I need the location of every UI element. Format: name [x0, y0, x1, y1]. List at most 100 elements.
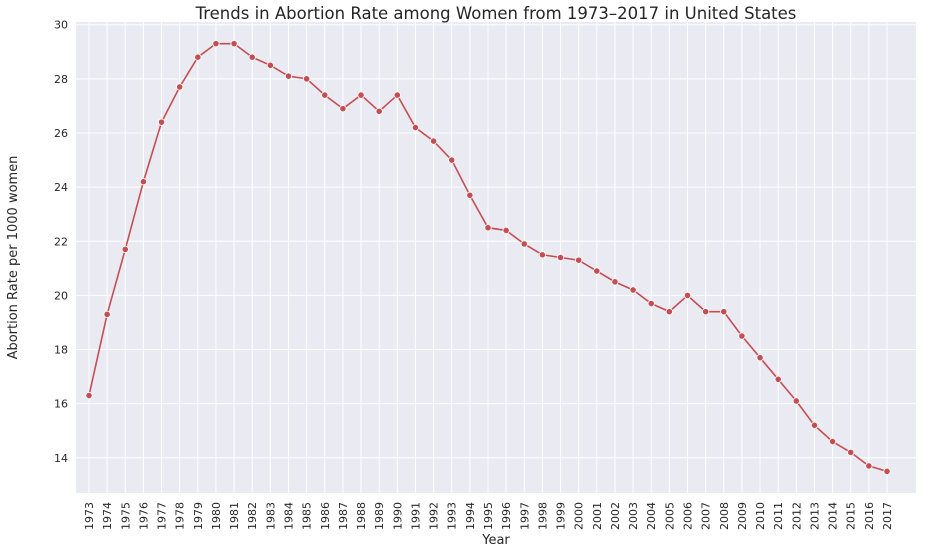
data-point — [176, 83, 184, 91]
x-tick-label: 1987 — [337, 502, 350, 530]
data-point — [139, 178, 148, 186]
x-tick-label: 2013 — [808, 502, 821, 530]
x-tick-label: 1985 — [301, 502, 314, 530]
y-tick-label: 14 — [54, 452, 68, 465]
data-point — [357, 91, 365, 99]
data-point — [121, 245, 129, 253]
x-tick-label: 2007 — [700, 502, 713, 530]
data-point — [575, 256, 583, 264]
data-point — [828, 437, 837, 446]
x-tick-label: 1989 — [373, 502, 386, 530]
data-point — [466, 191, 474, 199]
data-point — [212, 40, 220, 48]
data-point — [339, 105, 347, 113]
data-point — [810, 421, 819, 429]
x-tick-label: 1983 — [264, 502, 277, 530]
y-tick-label: 24 — [54, 181, 68, 194]
x-tick-label: 1974 — [101, 502, 114, 530]
data-point — [611, 278, 619, 286]
data-point — [375, 107, 383, 115]
x-tick-label: 1979 — [192, 502, 205, 530]
x-tick-label: 2002 — [609, 502, 622, 530]
x-tick-labels: 1973 1974 1975 1976 1977 1978 1979 1980 1981 1982… — [83, 502, 894, 530]
x-tick-label: 1991 — [409, 502, 422, 530]
data-point — [738, 332, 746, 340]
x-tick-label: 2006 — [682, 502, 695, 530]
data-point — [248, 53, 256, 61]
x-tick-label: 1988 — [355, 502, 368, 530]
data-point — [865, 462, 873, 470]
plot-area — [76, 22, 916, 493]
y-tick-label: 20 — [54, 289, 68, 302]
x-tick-label: 1981 — [228, 502, 241, 530]
data-point — [194, 53, 202, 61]
x-tick-label: 2001 — [591, 502, 604, 530]
data-point — [774, 375, 782, 383]
x-tick-label: 2005 — [663, 502, 676, 530]
x-tick-label: 2014 — [827, 502, 840, 530]
data-point — [429, 137, 438, 145]
data-point — [411, 123, 420, 132]
data-point — [284, 72, 293, 80]
data-point — [792, 397, 800, 405]
data-point — [702, 308, 710, 316]
data-point — [556, 253, 565, 262]
data-point — [647, 299, 655, 308]
x-tick-label: 1984 — [283, 502, 296, 530]
data-points — [85, 40, 891, 475]
x-tick-label: 2012 — [790, 502, 803, 530]
x-tick-label: 1998 — [536, 502, 549, 530]
x-tick-label: 1980 — [210, 502, 223, 530]
data-point — [756, 354, 764, 362]
data-point — [883, 467, 891, 475]
data-point — [85, 391, 93, 400]
data-point — [502, 226, 510, 235]
data-point — [520, 240, 528, 248]
x-tick-label: 1997 — [518, 502, 531, 530]
data-point — [683, 291, 692, 299]
x-tick-label: 1995 — [482, 502, 495, 530]
x-tick-label: 1986 — [319, 502, 332, 530]
data-point — [720, 308, 728, 316]
data-point — [157, 118, 166, 126]
data-point — [629, 286, 637, 294]
y-tick-label: 26 — [54, 127, 68, 140]
data-point — [103, 310, 111, 318]
y-tick-label: 30 — [54, 19, 68, 32]
x-tick-label: 1977 — [156, 502, 169, 530]
x-grid — [88, 22, 888, 493]
x-tick-label: 1993 — [446, 502, 459, 530]
data-point — [484, 224, 492, 232]
x-tick-label: 2015 — [845, 502, 858, 530]
x-tick-label: 2011 — [772, 502, 785, 530]
x-tick-label: 1999 — [555, 502, 568, 530]
y-tick-labels: 14 16 18 20 22 24 26 28 30 — [54, 19, 68, 465]
x-tick-label: 2016 — [863, 502, 876, 530]
x-tick-label: 2008 — [718, 502, 731, 530]
x-tick-label: 2000 — [573, 502, 586, 530]
y-tick-label: 22 — [54, 235, 68, 248]
y-tick-label: 16 — [54, 398, 68, 411]
x-tick-label: 2003 — [627, 502, 640, 530]
data-point — [593, 267, 601, 275]
data-point — [266, 61, 274, 69]
x-tick-label: 1996 — [500, 502, 513, 530]
data-point — [665, 308, 673, 316]
x-axis-label: Year — [481, 533, 510, 548]
x-tick-label: 1990 — [391, 502, 404, 530]
data-point — [538, 251, 547, 259]
x-tick-label: 1992 — [428, 502, 441, 530]
x-tick-label: 2004 — [645, 502, 658, 530]
data-point — [847, 448, 855, 456]
x-tick-label: 2009 — [736, 502, 749, 530]
x-tick-label: 2017 — [881, 502, 894, 530]
data-point — [303, 75, 311, 83]
data-point — [321, 91, 329, 99]
x-tick-label: 1978 — [174, 502, 187, 530]
y-tick-label: 18 — [54, 344, 68, 357]
x-tick-label: 2010 — [754, 502, 767, 530]
data-point — [230, 40, 238, 48]
x-tick-label: 1975 — [119, 502, 132, 530]
x-tick-label: 1973 — [83, 502, 96, 530]
